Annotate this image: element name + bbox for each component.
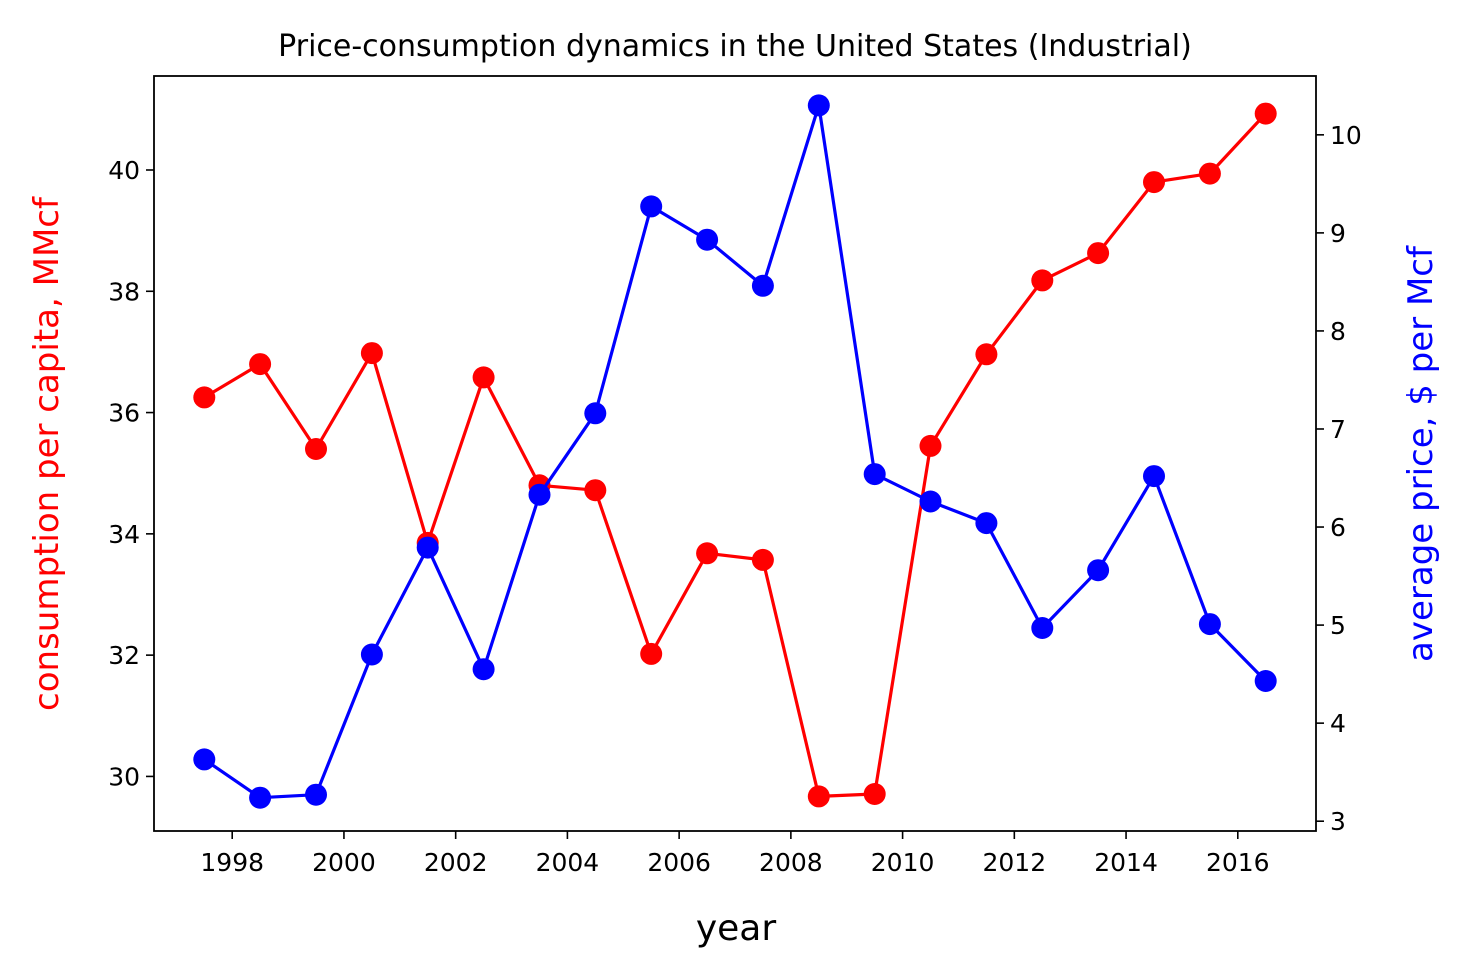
price-point — [640, 195, 663, 218]
consumption-point — [193, 386, 216, 409]
consumption-point — [1198, 162, 1221, 185]
consumption-point — [1143, 171, 1165, 194]
y-right-tick-label: 7 — [1330, 415, 1346, 444]
y-axis-right-label: average price, $ per Mcf — [1401, 245, 1441, 662]
price-point — [305, 783, 327, 806]
x-tick-label: 2010 — [871, 848, 935, 877]
price-point — [975, 512, 998, 535]
consumption-point — [919, 434, 942, 457]
x-tick-label: 2004 — [536, 848, 600, 877]
consumption-point — [1254, 102, 1277, 125]
price-point — [751, 274, 774, 297]
consumption-point — [360, 342, 383, 365]
y-left-tick-label: 38 — [108, 277, 140, 306]
plot-area: 1998 2000 2002 2004 2006 2008 2010 2012 2014 2016… — [108, 75, 1362, 877]
y-right-tick-label: 9 — [1330, 219, 1346, 248]
price-point — [360, 643, 383, 666]
x-tick-label: 2000 — [312, 848, 376, 877]
y-left-tick-label: 36 — [108, 399, 140, 428]
plot-frame — [153, 75, 1317, 832]
consumption-point — [751, 548, 774, 571]
price-point — [863, 463, 886, 486]
price-point — [1031, 617, 1054, 639]
chart-title: Price-consumption dynamics in the United… — [278, 29, 1192, 64]
x-tick-label: 2008 — [759, 848, 823, 877]
price-point — [919, 490, 942, 513]
price-point — [584, 402, 607, 425]
price-series-line — [203, 103, 1267, 800]
y-left-tick-label: 32 — [108, 641, 140, 670]
y-left-tick-label: 34 — [108, 520, 140, 549]
x-tick-label: 2006 — [647, 848, 711, 877]
y-axis-left-label: consumption per capita, MMcf — [27, 196, 67, 711]
consumption-point — [807, 785, 830, 808]
y-left-tick-label: 40 — [108, 156, 140, 185]
y-right-tick-label: 6 — [1330, 513, 1346, 542]
y-left-tick-label: 30 — [108, 762, 140, 791]
consumption-point — [1031, 269, 1054, 292]
x-tick-label: 2012 — [983, 848, 1047, 877]
price-point — [1087, 559, 1110, 582]
price-point — [807, 94, 830, 117]
consumption-point — [584, 479, 607, 502]
consumption-point — [863, 783, 886, 805]
y-right-tick-label: 5 — [1330, 611, 1346, 640]
y-right-tick-label: 8 — [1330, 317, 1346, 346]
x-tick-label: 1998 — [200, 848, 264, 877]
consumption-point — [1087, 242, 1110, 265]
consumption-point — [696, 542, 719, 565]
price-point — [1254, 670, 1277, 692]
price-point — [416, 536, 439, 559]
price-point — [249, 786, 272, 809]
x-tick-label: 2014 — [1094, 848, 1158, 877]
price-point — [193, 748, 216, 771]
consumption-point — [249, 353, 272, 376]
price-point — [696, 228, 719, 251]
price-point — [1143, 465, 1165, 488]
y-right-tick-label: 4 — [1330, 709, 1346, 738]
consumption-point — [640, 642, 663, 665]
x-axis-label: year — [696, 908, 777, 949]
x-tick-label: 2016 — [1206, 848, 1270, 877]
price-point — [472, 658, 495, 681]
consumption-point — [975, 343, 998, 366]
x-tick-label: 2002 — [424, 848, 488, 877]
price-point — [528, 483, 551, 506]
price-point — [1198, 613, 1221, 636]
y-right-tick-label: 3 — [1330, 807, 1346, 836]
consumption-point — [305, 438, 327, 460]
consumption-point — [472, 366, 495, 389]
y-right-tick-label: 10 — [1330, 121, 1362, 150]
